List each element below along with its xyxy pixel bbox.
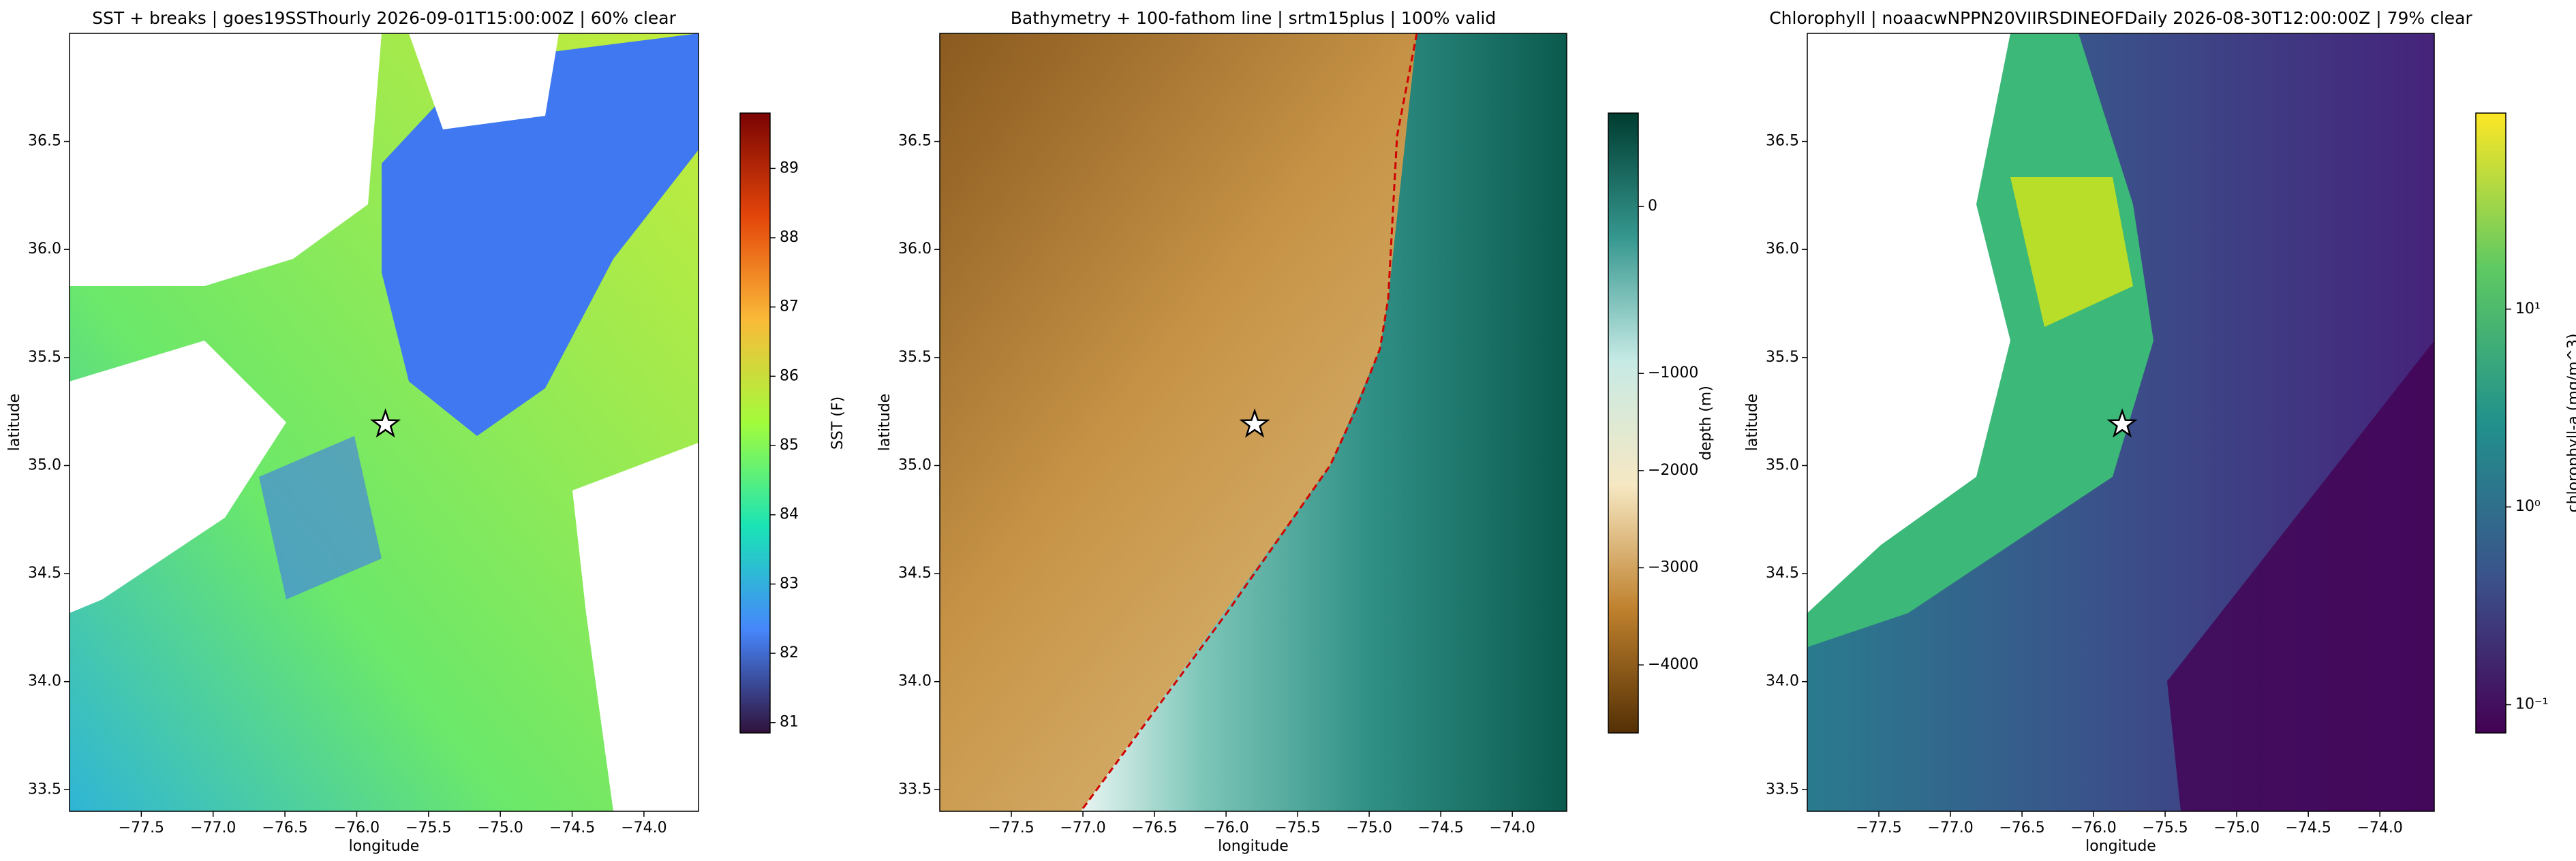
y-tick-label: 36.0 <box>28 240 61 257</box>
colorbar-tick-label: −4000 <box>1648 656 1698 673</box>
x-tick-label: −77.0 <box>190 819 236 836</box>
colorbar-tick-label: −1000 <box>1648 364 1698 381</box>
x-tick-label: −77.5 <box>1856 819 1901 836</box>
x-tick-label: −76.0 <box>1203 819 1248 836</box>
x-tick-label: −74.5 <box>1417 819 1463 836</box>
x-tick-label: −77.5 <box>988 819 1034 836</box>
y-tick-label: 34.5 <box>28 565 61 582</box>
colorbar-tick-label: −2000 <box>1648 462 1698 479</box>
colorbar-tick-label: 10⁰ <box>2515 498 2541 515</box>
chlorophyll-field <box>1807 33 2434 811</box>
x-tick-label: −76.0 <box>334 819 380 836</box>
colorbar-tick-label: 86 <box>780 367 799 384</box>
y-tick-label: 33.5 <box>28 781 61 798</box>
x-tick-label: −75.0 <box>477 819 523 836</box>
colorbar-tick-label: 87 <box>780 298 799 315</box>
colorbar-tick-label: 88 <box>780 229 799 246</box>
x-tick-label: −75.0 <box>1346 819 1392 836</box>
sst-field <box>70 33 699 811</box>
y-tick-label: 36.0 <box>1766 240 1799 257</box>
x-tick-label: −74.0 <box>621 819 666 836</box>
x-tick-label: −75.5 <box>2142 819 2188 836</box>
colorbar-label: SST (F) <box>829 396 846 450</box>
location-star <box>1239 408 1270 438</box>
x-tick-label: −76.5 <box>262 819 307 836</box>
x-tick-label: −74.5 <box>549 819 595 836</box>
x-tick-label: −77.0 <box>1927 819 1973 836</box>
y-tick-label: 36.5 <box>1766 133 1799 150</box>
y-tick-label: 35.5 <box>28 349 61 366</box>
x-tick-label: −75.0 <box>2213 819 2259 836</box>
y-tick-label: 34.0 <box>898 673 932 690</box>
y-tick-label: 34.5 <box>1766 565 1799 582</box>
colorbar <box>2475 112 2506 734</box>
x-tick-label: −77.5 <box>119 819 164 836</box>
colorbar-label: chlorophyll-a (mg/m^3) <box>2565 333 2576 512</box>
y-tick-label: 34.0 <box>28 673 61 690</box>
axes-frame <box>939 33 1567 812</box>
y-tick-label: 35.0 <box>898 456 932 473</box>
x-axis-label: longitude <box>349 838 420 855</box>
y-tick-label: 34.0 <box>1766 673 1799 690</box>
colorbar <box>739 112 771 734</box>
y-tick-label: 36.5 <box>28 133 61 150</box>
y-tick-label: 36.0 <box>898 240 932 257</box>
y-tick-label: 35.5 <box>1766 349 1799 366</box>
y-tick-label: 36.5 <box>898 133 932 150</box>
panel-title: Chlorophyll | noaacwNPPN20VIIRSDINEOFDai… <box>1769 8 2472 28</box>
y-tick-label: 35.5 <box>898 349 932 366</box>
x-tick-label: −76.5 <box>1131 819 1177 836</box>
panel-title: SST + breaks | goes19SSThourly 2026-09-0… <box>92 8 676 28</box>
y-axis-label: latitude <box>6 394 23 451</box>
x-tick-label: −74.0 <box>2357 819 2402 836</box>
x-tick-label: −74.0 <box>1489 819 1535 836</box>
y-tick-label: 33.5 <box>898 781 932 798</box>
axes-frame <box>1807 33 2435 812</box>
colorbar-tick-label: 81 <box>780 714 799 731</box>
colorbar-tick-label: 84 <box>780 506 799 523</box>
location-star <box>369 408 401 438</box>
colorbar-tick-label: 85 <box>780 437 799 454</box>
y-axis-label: latitude <box>1744 394 1761 451</box>
axes-frame <box>69 33 699 812</box>
location-star <box>2106 408 2138 438</box>
colorbar-tick-label: 83 <box>780 575 799 592</box>
y-tick-label: 34.5 <box>898 565 932 582</box>
x-tick-label: −75.5 <box>1274 819 1320 836</box>
colorbar-tick-label: 10⁻¹ <box>2515 696 2548 713</box>
x-tick-label: −75.5 <box>405 819 451 836</box>
colorbar-tick-label: 10¹ <box>2515 300 2541 317</box>
colorbar-tick-label: 82 <box>780 644 799 661</box>
x-axis-label: longitude <box>2085 838 2156 855</box>
colorbar-tick-label: 89 <box>780 159 799 176</box>
y-axis-label: latitude <box>876 394 893 451</box>
x-tick-label: −74.5 <box>2285 819 2331 836</box>
x-tick-label: −76.0 <box>2070 819 2116 836</box>
y-tick-label: 35.0 <box>1766 456 1799 473</box>
colorbar-tick-label: −3000 <box>1648 559 1698 576</box>
colorbar <box>1608 112 1639 734</box>
x-axis-label: longitude <box>1218 838 1289 855</box>
colorbar-label: depth (m) <box>1698 386 1715 460</box>
y-tick-label: 35.0 <box>28 456 61 473</box>
x-tick-label: −77.0 <box>1060 819 1105 836</box>
x-tick-label: −76.5 <box>1999 819 2044 836</box>
panel-title: Bathymetry + 100-fathom line | srtm15plu… <box>1011 8 1496 28</box>
colorbar-tick-label: 0 <box>1648 198 1657 215</box>
y-tick-label: 33.5 <box>1766 781 1799 798</box>
